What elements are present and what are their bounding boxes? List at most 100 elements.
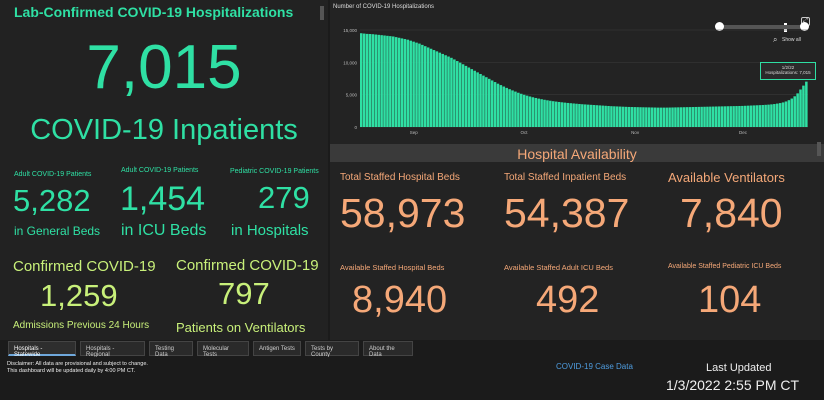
chart-bar xyxy=(528,96,532,127)
chart-bar xyxy=(566,102,570,127)
avail-label: Available Staffed Adult ICU Beds xyxy=(504,263,613,272)
range-slider-handle-start[interactable] xyxy=(715,22,724,31)
chart-bar xyxy=(534,97,538,127)
chart-bar xyxy=(374,34,378,127)
chart-bar xyxy=(726,106,730,127)
avail-label: Available Staffed Pediatric ICU Beds xyxy=(668,263,782,270)
chart-bar xyxy=(386,35,389,127)
admissions-label: Admissions Previous 24 Hours xyxy=(13,320,150,331)
availability-header-bar: Hospital Availability xyxy=(330,144,824,162)
chart-bar xyxy=(552,101,555,127)
chart-bar xyxy=(441,53,444,127)
scrollbar[interactable] xyxy=(817,142,821,156)
chart-bar xyxy=(665,107,668,127)
chart-bar xyxy=(767,104,770,127)
tab-about-the-data[interactable]: About the Data xyxy=(363,341,413,358)
stat-top-label: Adult COVID-19 Patients xyxy=(14,171,92,178)
stat-bottom-label: in General Beds xyxy=(14,224,101,238)
scrollbar[interactable] xyxy=(320,6,324,20)
chart-bar xyxy=(549,100,552,127)
chart-bar xyxy=(735,106,738,127)
chart-bar xyxy=(502,86,506,127)
range-slider-track[interactable] xyxy=(719,25,805,29)
chart-bar xyxy=(712,106,715,127)
chart-bar xyxy=(412,41,415,127)
chart-bar xyxy=(479,73,482,127)
chart-bar xyxy=(537,98,540,127)
chart-bar xyxy=(461,64,465,127)
available-ventilators-value: 7,840 xyxy=(680,190,783,236)
chart-bar xyxy=(525,95,529,127)
zoom-icon[interactable]: ⌕ xyxy=(773,35,778,44)
chart-bar xyxy=(639,107,642,127)
show-all-link[interactable]: Show all xyxy=(782,37,801,43)
chart-bar xyxy=(456,61,459,127)
x-tick-label: Nov xyxy=(631,130,640,135)
x-tick-label: Dec xyxy=(739,130,748,135)
chart-bar xyxy=(429,48,433,127)
chart-bar xyxy=(581,104,584,127)
chart-bar xyxy=(360,33,363,127)
chart-bar xyxy=(691,107,695,127)
chart-bar xyxy=(648,107,651,127)
tab-hospitals-regional[interactable]: Hospitals - Regional xyxy=(80,341,145,358)
chart-bar xyxy=(653,107,657,127)
y-tick-label: 10,000 xyxy=(343,60,357,65)
confirmed-panel: Confirmed COVID-19 1,259 Admissions Prev… xyxy=(0,248,328,340)
chart-bar xyxy=(741,105,744,127)
range-slider-handle-end[interactable] xyxy=(800,22,809,31)
available-pediatric-icu-value: 104 xyxy=(698,279,762,321)
chart-bar xyxy=(450,57,453,127)
chart-bar xyxy=(424,46,427,127)
chart-bar xyxy=(749,105,753,127)
footer: Disclaimer: All data are provisional and… xyxy=(0,357,824,400)
tab-antigen-tests[interactable]: Antigen Tests xyxy=(253,341,301,356)
chart-bar xyxy=(543,99,546,127)
tab-tests-by-county[interactable]: Tests by County xyxy=(305,341,359,358)
tab-hospitals-statewide[interactable]: Hospitals - Statewide xyxy=(8,341,76,358)
tooltip-date: 1/2/22 xyxy=(781,65,795,70)
chart-bar xyxy=(584,104,587,127)
chart-bar xyxy=(746,105,750,127)
chart-bar xyxy=(362,33,366,127)
tab-molecular-tests[interactable]: Molecular Tests xyxy=(197,341,249,358)
chart-bar xyxy=(645,107,648,127)
chart-bar xyxy=(505,87,508,127)
chart-bar xyxy=(575,103,578,127)
stat-top-label: Adult COVID-19 Patients xyxy=(121,167,199,174)
tab-testing-data[interactable]: Testing Data xyxy=(149,341,193,358)
chart-bar xyxy=(677,107,680,127)
chart-bar xyxy=(397,37,401,128)
chart-bar xyxy=(706,106,709,127)
x-tick-label: Oct xyxy=(520,130,528,135)
chart-bar xyxy=(586,104,590,127)
chart-bar xyxy=(618,106,622,127)
chart-bar xyxy=(680,107,683,127)
chart-bar xyxy=(473,70,476,127)
stat-bottom-label: in Hospitals xyxy=(231,222,309,239)
chart-bar xyxy=(383,35,386,127)
confirmed-top-label: Confirmed COVID-19 xyxy=(176,257,319,274)
chart-bar xyxy=(650,107,654,127)
chart-bar xyxy=(511,90,514,127)
chart-bar xyxy=(674,107,677,127)
available-adult-icu-value: 492 xyxy=(536,279,600,321)
avail-label: Available Staffed Hospital Beds xyxy=(340,263,445,272)
ventilators-patients-value: 797 xyxy=(218,276,270,311)
chart-bar xyxy=(738,105,741,127)
y-tick-label: 15,000 xyxy=(343,28,357,33)
chart-bar xyxy=(546,100,549,127)
chart-bar xyxy=(409,40,412,127)
avail-label: Available Ventilators xyxy=(668,170,785,185)
availability-header: Hospital Availability xyxy=(517,146,637,162)
chart-bar xyxy=(613,106,616,127)
chart-bar xyxy=(517,92,520,127)
chart-tooltip: 1/2/22 Hospitalizations: 7,015 xyxy=(760,62,816,80)
chart-bar xyxy=(415,42,418,127)
y-tick-label: 5,000 xyxy=(346,93,358,98)
chart-bar xyxy=(636,107,639,127)
chart-bar xyxy=(482,75,485,127)
case-data-link[interactable]: COVID-19 Case Data xyxy=(556,362,633,371)
hospital-availability-panel: Hospital Availability Total Staffed Hosp… xyxy=(330,140,824,340)
chart-bar xyxy=(656,107,660,127)
